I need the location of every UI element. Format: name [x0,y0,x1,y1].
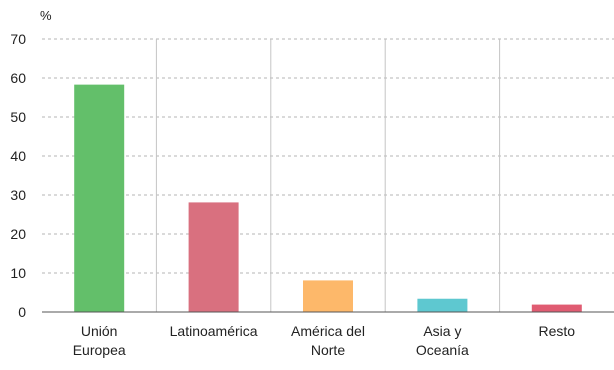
x-tick-label-line: Europea [73,342,126,358]
x-tick-label-line: América del [291,323,365,339]
x-tick-label: Asia y Oceanía [416,323,469,358]
y-tick-label: 20 [10,226,26,242]
x-tick-label-line: Oceanía [416,342,469,358]
bar [417,298,468,312]
y-tick-label: 40 [10,148,26,164]
x-tick-label: Resto [539,323,576,339]
y-tick-label: 60 [10,70,26,86]
y-axis-ticks: 0 10 20 30 40 50 60 70 [10,31,26,320]
x-axis-labels: Unión Europea Latinoamérica América del Nort… [73,323,576,358]
x-tick-label-line: Asia y [423,323,461,339]
y-axis-unit-label: % [40,8,52,23]
y-tick-label: 70 [10,31,26,47]
grid-lines [42,38,614,312]
bar [303,280,353,312]
x-tick-label-line: Unión [81,323,118,339]
bars [74,84,582,312]
x-tick-label-line: Latinoamérica [170,323,258,339]
bar [74,84,125,312]
bar [531,304,582,312]
y-tick-label: 0 [18,304,26,320]
x-tick-label: América del Norte [291,323,365,358]
bar [188,202,239,312]
x-tick-label: Latinoamérica [170,323,258,339]
x-tick-label: Unión Europea [73,323,126,358]
x-tick-label-line: Resto [539,323,576,339]
y-tick-label: 50 [10,109,26,125]
y-tick-label: 10 [10,265,26,281]
y-tick-label: 30 [10,187,26,203]
x-tick-label-line: Norte [311,342,345,358]
